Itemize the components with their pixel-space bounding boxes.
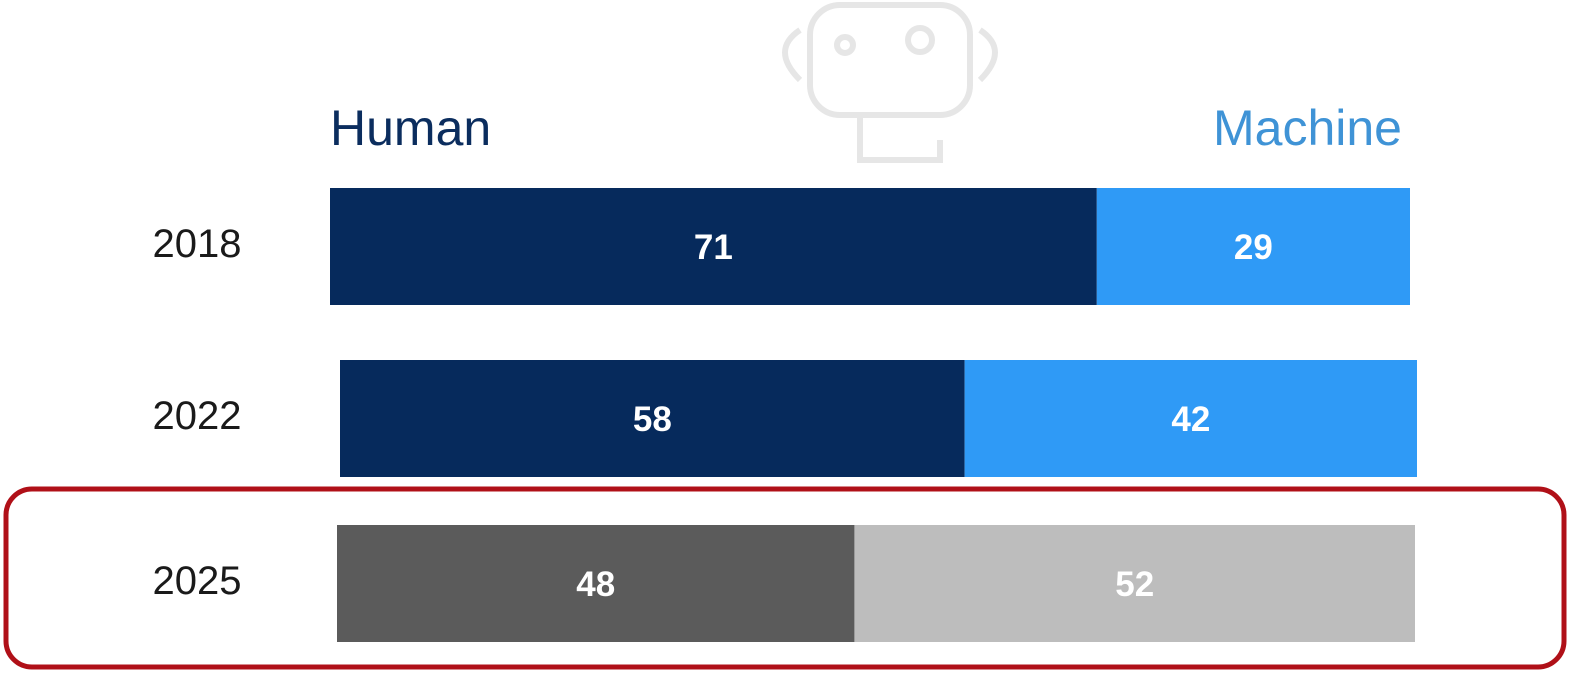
value-label: 29 xyxy=(1234,228,1273,267)
bars: 2018 71 29 2022 58 42 2025 48 52 xyxy=(153,188,1417,642)
value-label: 52 xyxy=(1115,565,1154,604)
category-label: 2025 xyxy=(153,559,242,603)
value-label: 42 xyxy=(1171,400,1210,439)
value-label: 48 xyxy=(576,565,615,604)
category-label: 2018 xyxy=(153,222,242,266)
value-label: 71 xyxy=(694,228,733,267)
category-label: 2022 xyxy=(153,394,242,438)
page: {"chart_data": { "type": "stacked-bar-ho… xyxy=(0,0,1595,683)
legend-human: Human xyxy=(330,100,491,156)
legend-machine: Machine xyxy=(1213,100,1402,156)
chart: Human Machine 2018 71 29 2022 58 42 2025 48 52 xyxy=(0,0,1595,683)
watermark xyxy=(785,5,995,160)
value-label: 58 xyxy=(633,400,672,439)
